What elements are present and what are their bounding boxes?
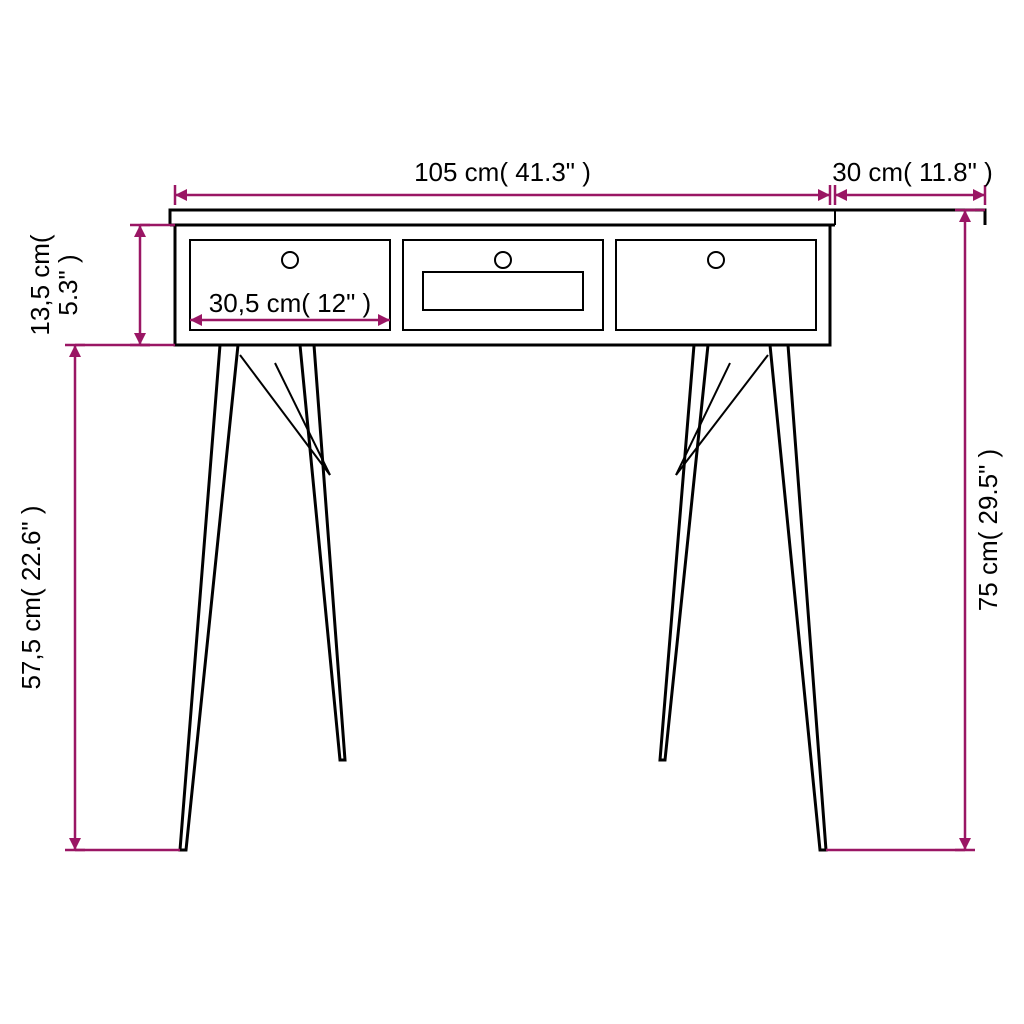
svg-text:5.3" ): 5.3" ) — [53, 254, 83, 315]
dim-total-h-label: 75 cm( 29.5" ) — [973, 449, 1003, 611]
dim-leg-h-label: 57,5 cm( 22.6" ) — [16, 505, 46, 689]
svg-text:13,5 cm(: 13,5 cm( — [25, 234, 55, 335]
leg-front-right — [770, 345, 826, 850]
dim-drawer-h-label: 13,5 cm( 5.3" ) — [25, 234, 83, 335]
dim-depth-label: 30 cm( 11.8" ) — [832, 157, 992, 187]
drawer-body — [175, 225, 830, 345]
drawer-center-panel — [423, 272, 583, 310]
drawer-left-knob — [282, 252, 298, 268]
brace-right — [676, 355, 768, 475]
drawer-center-knob — [495, 252, 511, 268]
leg-back-right — [660, 345, 708, 760]
dim-drawer-w-label: 30,5 cm( 12" ) — [209, 288, 371, 318]
leg-back-left — [300, 345, 345, 760]
dim-width-label: 105 cm( 41.3" ) — [414, 157, 591, 187]
leg-front-left — [180, 345, 238, 850]
svg-text:75 cm( 29.5" ): 75 cm( 29.5" ) — [973, 449, 1003, 611]
svg-text:57,5 cm( 22.6" ): 57,5 cm( 22.6" ) — [16, 505, 46, 689]
tabletop — [170, 210, 985, 225]
drawer-right-knob — [708, 252, 724, 268]
